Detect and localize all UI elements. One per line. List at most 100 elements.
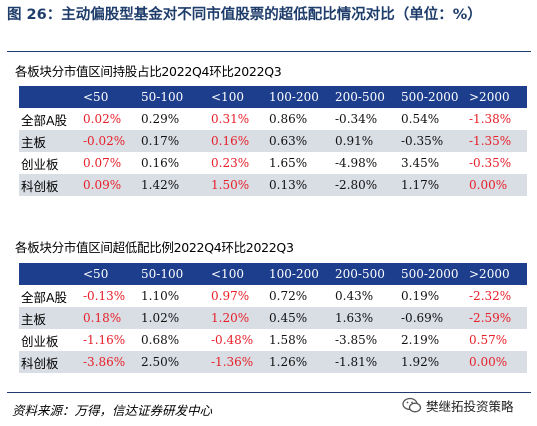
column-header: 50-100 [135, 263, 205, 285]
table-cell: 0.68% [141, 333, 180, 347]
row-label: 创业板 [21, 333, 59, 349]
table-cell: -2.80% [329, 174, 395, 196]
table-cell: 0.31% [211, 112, 250, 126]
table-row: 主板 0.18% 1.02% 1.20% 0.45% 1.63% -0.69% … [19, 307, 527, 329]
title-rule [7, 51, 531, 52]
table-cell: -0.35% [469, 156, 512, 170]
table-cell: 3.45% [401, 156, 440, 170]
table-cell: -0.13% [83, 289, 126, 303]
table-cell: 1.63% [329, 307, 395, 329]
column-header: <100 [205, 86, 263, 108]
table-cell: 0.72% [269, 289, 308, 303]
table-1-title: 各板块分市值区间持股占比2022Q4环比2022Q3 [15, 64, 282, 79]
table-cell: -1.16% [83, 333, 126, 347]
column-header: 50-100 [135, 86, 205, 108]
column-header: 500-2000 [395, 263, 463, 285]
table-cell: -0.48% [211, 333, 254, 347]
table-cell: -1.38% [469, 112, 512, 126]
table-cell: -3.86% [77, 351, 135, 373]
table-cell: -2.32% [469, 289, 512, 303]
table-header-row: <50 50-100 <100 100-200 200-500 500-2000… [19, 86, 527, 108]
table-cell: -0.69% [395, 307, 463, 329]
table-cell: 0.09% [77, 174, 135, 196]
table-row: 全部A股 0.02% 0.29% 0.31% 0.86% -0.34% 0.54… [19, 108, 527, 130]
table-cell: -0.35% [395, 130, 463, 152]
table-cell: 0.23% [211, 156, 250, 170]
column-header [19, 263, 77, 285]
column-header: 100-200 [263, 263, 329, 285]
row-label: 主板 [19, 307, 77, 329]
table-cell: 0.91% [329, 130, 395, 152]
table-cell: 1.02% [135, 307, 205, 329]
table-row: 创业板 -1.16% 0.68% -0.48% 1.58% -3.85% 2.1… [19, 329, 527, 351]
table-cell: 0.00% [463, 174, 527, 196]
table-cell: -0.34% [335, 112, 378, 126]
table-cell: -1.36% [205, 351, 263, 373]
table-cell: -4.98% [335, 156, 378, 170]
table-cell: 2.50% [135, 351, 205, 373]
table-cell: 0.29% [141, 112, 180, 126]
row-label: 科创板 [19, 174, 77, 196]
table-cell: 0.19% [401, 289, 440, 303]
table-cell: 0.16% [205, 130, 263, 152]
footer-rule [7, 392, 531, 393]
column-header: <100 [205, 263, 263, 285]
row-label: 全部A股 [21, 289, 68, 305]
watermark-text: 樊继拓投资策略 [426, 399, 514, 414]
column-header: 200-500 [329, 263, 395, 285]
column-header: >2000 [463, 86, 527, 108]
table-cell: 0.54% [401, 112, 440, 126]
table-cell: 1.92% [395, 351, 463, 373]
table-row: 创业板 0.07% 0.16% 0.23% 1.65% -4.98% 3.45%… [19, 152, 527, 174]
table-cell: 0.16% [141, 156, 180, 170]
table-cell: 0.45% [263, 307, 329, 329]
source-note: 资料来源：万得，信达证券研发中心 [12, 403, 213, 418]
column-header: <50 [77, 86, 135, 108]
table-cell: 1.17% [395, 174, 463, 196]
table-cell: 0.97% [211, 289, 250, 303]
table-cell: 1.10% [141, 289, 180, 303]
table-cell: -3.85% [335, 333, 378, 347]
column-header: <50 [77, 263, 135, 285]
table-cell: 1.65% [269, 156, 308, 170]
table-2-title: 各板块分市值区间超低配比例2022Q4环比2022Q3 [15, 240, 294, 255]
row-label: 全部A股 [21, 112, 68, 128]
over-under-weight-table: <50 50-100 <100 100-200 200-500 500-2000… [19, 263, 527, 373]
table-cell: 1.20% [205, 307, 263, 329]
table-header-row: <50 50-100 <100 100-200 200-500 500-2000… [19, 263, 527, 285]
figure-title: 图 26：主动偏股型基金对不同市值股票的超低配比情况对比（单位：%） [7, 7, 482, 23]
table-cell: 0.17% [135, 130, 205, 152]
table-cell: 0.18% [77, 307, 135, 329]
wechat-icon [402, 397, 422, 413]
column-header: 200-500 [329, 86, 395, 108]
table-cell: 1.42% [135, 174, 205, 196]
watermark: 樊继拓投资策略 [402, 396, 514, 415]
row-label: 创业板 [21, 156, 59, 172]
table-cell: -0.02% [77, 130, 135, 152]
row-label: 主板 [19, 130, 77, 152]
table-cell: 0.00% [463, 351, 527, 373]
holding-ratio-table: <50 50-100 <100 100-200 200-500 500-2000… [19, 86, 527, 196]
table-cell: -1.81% [329, 351, 395, 373]
table-cell: 0.86% [269, 112, 308, 126]
table-cell: 0.02% [83, 112, 122, 126]
table-cell: 0.07% [83, 156, 122, 170]
table-cell: 2.19% [401, 333, 440, 347]
column-header: >2000 [463, 263, 527, 285]
column-header: 500-2000 [395, 86, 463, 108]
table-cell: 0.63% [263, 130, 329, 152]
table-cell: 0.13% [263, 174, 329, 196]
table-cell: 1.58% [269, 333, 308, 347]
table-row: 科创板 0.09% 1.42% 1.50% 0.13% -2.80% 1.17%… [19, 174, 527, 196]
table-row: 科创板 -3.86% 2.50% -1.36% 1.26% -1.81% 1.9… [19, 351, 527, 373]
row-label: 科创板 [19, 351, 77, 373]
column-header: 100-200 [263, 86, 329, 108]
table-cell: 0.43% [335, 289, 374, 303]
column-header [19, 86, 77, 108]
table-row: 全部A股 -0.13% 1.10% 0.97% 0.72% 0.43% 0.19… [19, 285, 527, 307]
table-cell: -1.35% [463, 130, 527, 152]
table-cell: 1.26% [263, 351, 329, 373]
table-cell: 0.57% [469, 333, 508, 347]
table-row: 主板 -0.02% 0.17% 0.16% 0.63% 0.91% -0.35%… [19, 130, 527, 152]
table-cell: -2.59% [463, 307, 527, 329]
